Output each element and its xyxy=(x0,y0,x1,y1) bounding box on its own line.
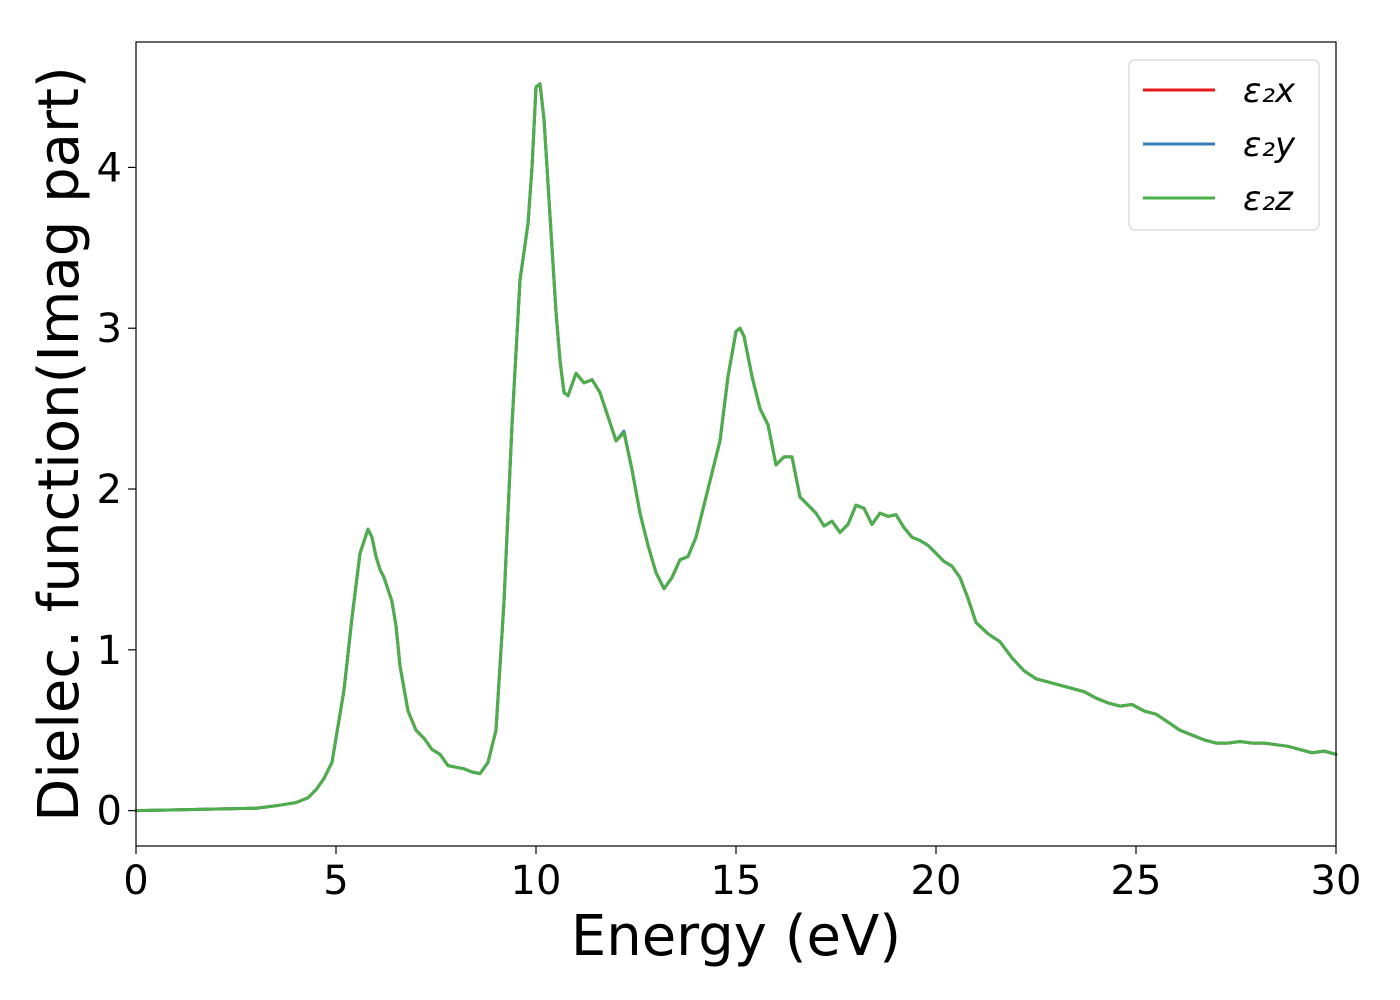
legend-box xyxy=(1128,59,1320,231)
legend: ε₂x ε₂y ε₂z xyxy=(1128,59,1320,231)
y-tick-label: 1 xyxy=(97,628,122,674)
x-tick-label: 30 xyxy=(1311,858,1362,904)
x-tick-label: 10 xyxy=(511,858,562,904)
series-layer xyxy=(134,82,1338,813)
x-axis-ticks: 0 5 10 15 20 25 30 xyxy=(123,846,1361,904)
x-tick-label: 25 xyxy=(1111,858,1162,904)
legend-label-1: ε₂x xyxy=(1243,71,1296,111)
legend-label-2: ε₂y xyxy=(1243,125,1296,165)
y-axis-label: Dielec. function(Imag part) xyxy=(27,66,92,822)
legend-label-3: ε₂z xyxy=(1243,179,1294,219)
y-tick-label: 0 xyxy=(97,789,122,835)
series-line-3 xyxy=(134,82,1338,813)
y-tick-label: 3 xyxy=(97,306,122,352)
x-tick-label: 5 xyxy=(323,858,348,904)
x-tick-label: 15 xyxy=(711,858,762,904)
x-tick-label: 20 xyxy=(911,858,962,904)
x-tick-label: 0 xyxy=(123,858,148,904)
y-axis-ticks: 0 1 2 3 4 xyxy=(97,145,136,835)
y-tick-label: 4 xyxy=(97,145,122,191)
y-tick-label: 2 xyxy=(97,467,122,513)
x-axis-label: Energy (eV) xyxy=(571,904,901,969)
